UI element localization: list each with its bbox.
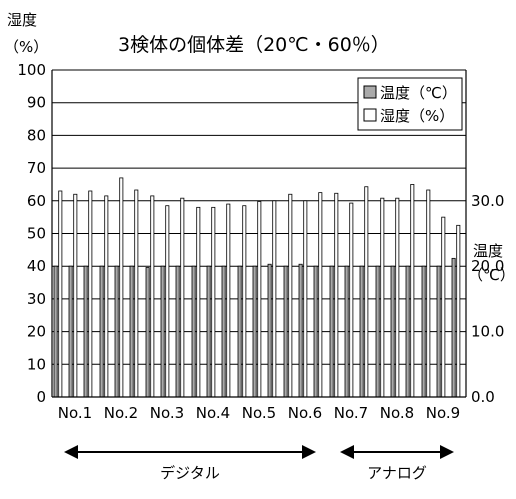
bar-temperature	[405, 265, 410, 398]
y-tick-label-right: 20.0	[471, 257, 504, 275]
x-tick-label: No.9	[426, 404, 460, 422]
x-tick-label: No.8	[380, 404, 414, 422]
bar-temperature	[421, 265, 426, 398]
group-arrow-head-right	[302, 445, 316, 459]
y-tick-label-left: 80	[27, 126, 46, 144]
y-tick-label-left: 50	[27, 225, 46, 243]
bar-temperature	[298, 263, 303, 398]
bar-humidity	[318, 192, 323, 398]
bar-temperature	[375, 265, 380, 398]
bar-humidity	[334, 192, 339, 398]
bar-humidity	[364, 186, 369, 398]
bar-temperature	[68, 265, 73, 398]
y-tick-label-left: 0	[36, 388, 46, 406]
bar-temperature	[283, 265, 288, 398]
bar-humidity	[426, 189, 431, 398]
bar-temperature	[344, 265, 349, 398]
bar-temperature	[191, 265, 196, 398]
bar-temperature	[83, 265, 88, 398]
bar-temperature	[160, 265, 165, 398]
bar-temperature	[175, 265, 180, 398]
bar-humidity	[272, 200, 277, 398]
bar-humidity	[196, 206, 201, 398]
x-tick-label: No.1	[58, 404, 92, 422]
y-tick-label-left: 90	[27, 94, 46, 112]
bar-humidity	[303, 200, 308, 398]
bar-humidity	[441, 216, 446, 398]
y-tick-label-left: 100	[17, 61, 46, 79]
y-tick-label-left: 60	[27, 192, 46, 210]
bar-temperature	[329, 265, 334, 398]
x-tick-label: No.5	[242, 404, 276, 422]
bar-temperature	[99, 265, 104, 398]
right-axis-title-line2: （℃）	[468, 266, 515, 284]
bar-humidity	[58, 190, 63, 398]
bar-humidity	[410, 184, 415, 398]
group-label: アナログ	[367, 464, 427, 482]
bar-humidity	[257, 201, 262, 398]
right-axis-title-line1: 温度	[473, 242, 503, 260]
bar-humidity	[180, 197, 185, 398]
bar-temperature	[359, 265, 364, 398]
bar-temperature	[267, 263, 272, 398]
bar-temperature	[252, 265, 257, 398]
group-arrow-head-left	[340, 445, 354, 459]
bar-temperature	[129, 265, 134, 398]
bar-humidity	[242, 205, 247, 398]
y-tick-label-left: 20	[27, 323, 46, 341]
bar-temperature	[114, 265, 119, 398]
legend-entry: 温度（℃）	[380, 84, 457, 102]
y-tick-label-right: 30.0	[471, 192, 504, 210]
bar-humidity	[150, 195, 155, 398]
chart-title: 3検体の個体差（20℃・60％）	[118, 34, 390, 56]
x-tick-label: No.7	[334, 404, 368, 422]
y-tick-label-left: 40	[27, 257, 46, 275]
y-tick-label-left: 70	[27, 159, 46, 177]
y-tick-label-left: 10	[27, 355, 46, 373]
y-tick-label-right: 0.0	[471, 388, 495, 406]
bar-temperature	[436, 265, 441, 398]
y-tick-label-right: 10.0	[471, 323, 504, 341]
bar-humidity	[349, 202, 354, 398]
bar-humidity	[226, 203, 231, 398]
group-arrow-head-left	[64, 445, 78, 459]
bar-humidity	[395, 197, 400, 398]
bar-humidity	[73, 193, 78, 398]
bar-temperature	[53, 265, 58, 398]
group-label: デジタル	[160, 464, 220, 482]
bar-temperature	[451, 257, 456, 398]
legend-entry: 湿度（%）	[380, 107, 454, 125]
y-tick-label-left: 30	[27, 290, 46, 308]
bar-humidity	[104, 195, 109, 398]
x-tick-label: No.4	[196, 404, 230, 422]
legend-swatch	[363, 85, 377, 99]
bar-humidity	[119, 177, 124, 398]
x-tick-label: No.3	[150, 404, 184, 422]
bar-temperature	[237, 265, 242, 398]
bar-humidity	[165, 205, 170, 398]
bar-humidity	[288, 193, 293, 398]
bar-temperature	[206, 265, 211, 398]
bar-humidity	[456, 224, 461, 398]
bar-humidity	[88, 190, 93, 398]
bar-temperature	[390, 265, 395, 398]
group-arrow-head-right	[440, 445, 454, 459]
bar-humidity	[134, 189, 139, 398]
bar-temperature	[221, 265, 226, 398]
bar-humidity	[211, 206, 216, 398]
x-tick-label: No.2	[104, 404, 138, 422]
bar-temperature	[313, 265, 318, 398]
legend-swatch	[363, 108, 377, 122]
bar-temperature	[145, 267, 150, 398]
left-axis-title-line2: （%）	[4, 38, 48, 56]
left-axis-title-line1: 湿度	[7, 11, 37, 29]
x-tick-label: No.6	[288, 404, 322, 422]
bar-humidity	[380, 197, 385, 398]
